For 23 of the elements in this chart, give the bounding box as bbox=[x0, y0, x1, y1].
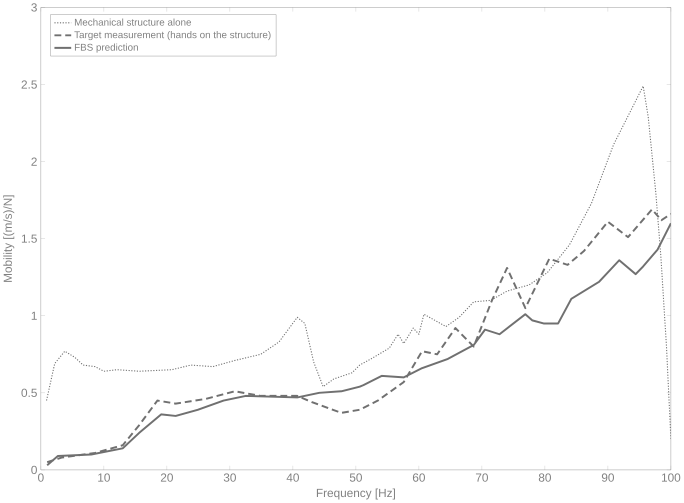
x-tick-label: 90 bbox=[602, 474, 614, 482]
x-tick-label: 20 bbox=[160, 474, 173, 482]
y-axis-title: Mobility [(m/s)/N] bbox=[3, 195, 14, 282]
x-axis-title: Frequency [Hz] bbox=[316, 488, 395, 500]
y-tick-label: 2.5 bbox=[22, 80, 37, 89]
y-tick-label: 2 bbox=[31, 158, 37, 166]
x-tick-label: 100 bbox=[662, 474, 680, 482]
x-tick-label: 80 bbox=[538, 474, 551, 482]
x-tick-label: 60 bbox=[412, 474, 425, 482]
x-tick-label: 0 bbox=[38, 474, 44, 482]
legend-label: Mechanical structure alone bbox=[74, 18, 192, 26]
x-tick-label: 50 bbox=[350, 474, 362, 482]
y-tick-label: 0 bbox=[31, 466, 37, 474]
y-tick-label: 0.5 bbox=[21, 388, 37, 398]
y-tick-label: 3 bbox=[31, 3, 37, 12]
x-tick-label: 30 bbox=[224, 474, 236, 482]
y-tick-label: 1 bbox=[32, 312, 37, 320]
legend-label: Target measurement (hands on the structure) bbox=[74, 31, 271, 40]
x-tick-label: 10 bbox=[98, 474, 110, 482]
x-tick-label: 40 bbox=[286, 474, 299, 482]
legend-label: FBS prediction bbox=[74, 44, 138, 53]
x-tick-label: 70 bbox=[476, 474, 488, 482]
y-tick-label: 1.5 bbox=[22, 234, 37, 243]
